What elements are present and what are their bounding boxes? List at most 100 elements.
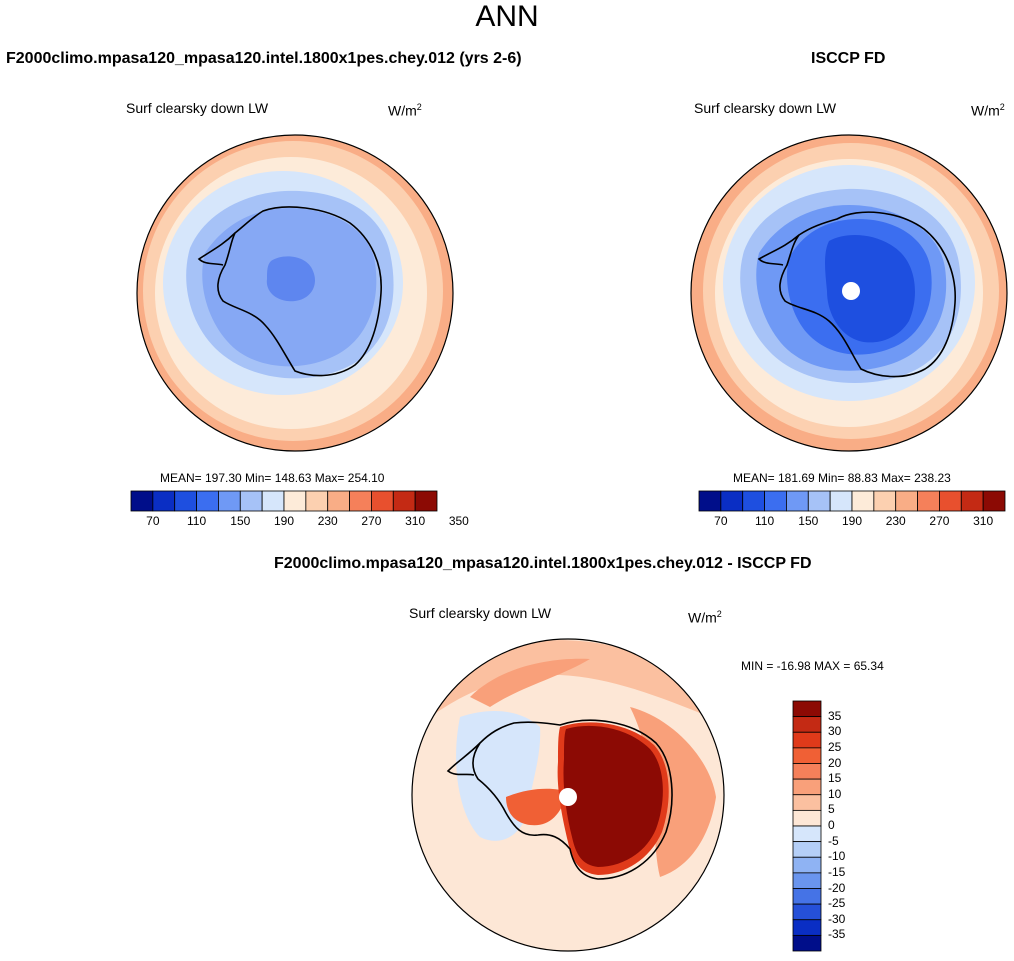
model-map-border xyxy=(136,134,454,452)
colorbar-swatch xyxy=(218,490,241,512)
colorbar-swatch xyxy=(792,888,822,905)
colorbar-tick-label: 0 xyxy=(828,818,835,832)
colorbar-swatch xyxy=(349,490,372,512)
colorbar-swatch xyxy=(792,747,822,764)
obs-band-8 xyxy=(825,235,915,343)
colorbar-tick-label: 150 xyxy=(798,514,819,528)
diff-band-north xyxy=(430,640,710,717)
colorbar-swatch xyxy=(792,841,822,858)
diff-peninsula xyxy=(446,742,481,776)
diff-units-label: W/m2 xyxy=(688,609,722,626)
colorbar-swatch xyxy=(792,716,822,733)
colorbar-tick-label: 190 xyxy=(841,514,863,528)
colorbar-swatch xyxy=(792,731,822,749)
model-colorbar xyxy=(130,490,438,512)
obs-units-label: W/m2 xyxy=(971,102,1005,119)
colorbar-swatch xyxy=(130,490,154,512)
diff-band-north-2 xyxy=(470,658,590,707)
colorbar-swatch xyxy=(792,903,822,921)
colorbar-swatch xyxy=(792,778,822,796)
colorbar-tick-label: 20 xyxy=(828,755,842,770)
page-title: ANN xyxy=(475,0,539,33)
obs-peninsula xyxy=(757,234,800,266)
colorbar-swatch xyxy=(792,700,822,718)
colorbar-tick-label: 110 xyxy=(186,514,207,528)
colorbar-tick-label: 70 xyxy=(146,514,160,528)
colorbar-swatch xyxy=(239,490,263,512)
diff-band-antarctica xyxy=(563,725,663,867)
colorbar-swatch xyxy=(742,490,765,512)
colorbar-swatch xyxy=(698,490,722,512)
colorbar-tick-label: 270 xyxy=(929,514,950,528)
colorbar-tick-label: 35 xyxy=(828,708,842,723)
colorbar-tick-label: -30 xyxy=(828,911,846,926)
colorbar-swatch xyxy=(261,490,285,512)
obs-polar-map xyxy=(690,134,1008,452)
model-panel-title: F2000climo.mpasa120_mpasa120.intel.1800x… xyxy=(6,50,522,67)
obs-pole-mask xyxy=(842,282,860,300)
model-stats: MEAN= 197.30 Min= 148.63 Max= 254.10 xyxy=(160,471,385,485)
colorbar-swatch xyxy=(829,490,853,512)
colorbar-swatch xyxy=(371,490,394,512)
colorbar-swatch xyxy=(152,490,176,512)
colorbar-swatch xyxy=(327,490,350,512)
model-units-label: W/m2 xyxy=(388,102,422,119)
colorbar-tick-label: 310 xyxy=(405,514,426,528)
colorbar-tick-label: -10 xyxy=(828,849,846,864)
model-variable-label: Surf clearsky down LW xyxy=(126,100,269,116)
colorbar-swatch xyxy=(851,490,875,512)
colorbar-swatch xyxy=(792,872,822,889)
colorbar-swatch xyxy=(305,490,329,512)
colorbar-tick-label: 25 xyxy=(828,739,842,754)
colorbar-swatch xyxy=(792,809,822,827)
colorbar-swatch xyxy=(196,490,219,512)
model-band-7 xyxy=(266,256,315,302)
colorbar-tick-label: 310 xyxy=(973,514,994,528)
colorbar-tick-label: 150 xyxy=(230,514,251,528)
colorbar-swatch xyxy=(917,490,940,512)
model-peninsula xyxy=(197,232,236,266)
diff-panel-title: F2000climo.mpasa120_mpasa120.intel.1800x… xyxy=(274,555,812,572)
colorbar-tick-label: 350 xyxy=(448,514,469,528)
colorbar-swatch xyxy=(873,490,897,512)
colorbar-swatch xyxy=(939,490,962,512)
colorbar-swatch xyxy=(786,490,809,512)
colorbar-swatch xyxy=(895,490,918,512)
obs-stats: MEAN= 181.69 Min= 88.83 Max= 238.23 xyxy=(733,471,951,485)
colorbar-tick-label: -35 xyxy=(828,927,846,942)
model-colorbar-ticks: 70 110 150 190 230 270 310 350 xyxy=(130,514,469,530)
colorbar-tick-label: 230 xyxy=(885,514,906,528)
colorbar-tick-label: 270 xyxy=(361,514,382,528)
diff-colorbar xyxy=(792,700,822,952)
colorbar-tick-label: 5 xyxy=(828,802,835,817)
diff-stats: MIN = -16.98 MAX = 65.34 xyxy=(741,659,884,673)
colorbar-swatch xyxy=(174,490,197,512)
colorbar-swatch xyxy=(283,490,307,512)
obs-panel-title: ISCCP FD xyxy=(811,50,886,67)
colorbar-tick-label: 70 xyxy=(714,514,728,528)
diff-variable-label: Surf clearsky down LW xyxy=(409,605,552,621)
colorbar-swatch xyxy=(720,490,744,512)
obs-colorbar xyxy=(698,490,1006,512)
colorbar-tick-label: -15 xyxy=(828,864,846,879)
colorbar-tick-label: 230 xyxy=(317,514,338,528)
colorbar-tick-label: -20 xyxy=(828,880,846,895)
obs-coastline xyxy=(779,211,956,378)
colorbar-swatch xyxy=(982,490,1006,512)
diff-coastline xyxy=(472,719,673,880)
diff-colorbar-ticks: 35 30 25 20 15 10 5 0 -5 -10 -15 -20 -25 -30 -35 xyxy=(828,700,858,952)
obs-map-border xyxy=(690,134,1008,452)
colorbar-swatch xyxy=(792,825,822,843)
colorbar-swatch xyxy=(392,490,416,512)
colorbar-tick-label: 30 xyxy=(828,724,842,739)
colorbar-tick-label: -5 xyxy=(828,833,839,848)
diff-polar-map xyxy=(411,638,725,952)
diff-band-ross xyxy=(506,788,568,826)
model-coastline xyxy=(217,206,382,377)
colorbar-tick-label: 110 xyxy=(754,514,775,528)
colorbar-tick-label: 10 xyxy=(828,786,842,801)
diff-map-border xyxy=(411,638,725,952)
obs-variable-label: Surf clearsky down LW xyxy=(694,100,837,116)
colorbar-swatch xyxy=(792,794,822,811)
